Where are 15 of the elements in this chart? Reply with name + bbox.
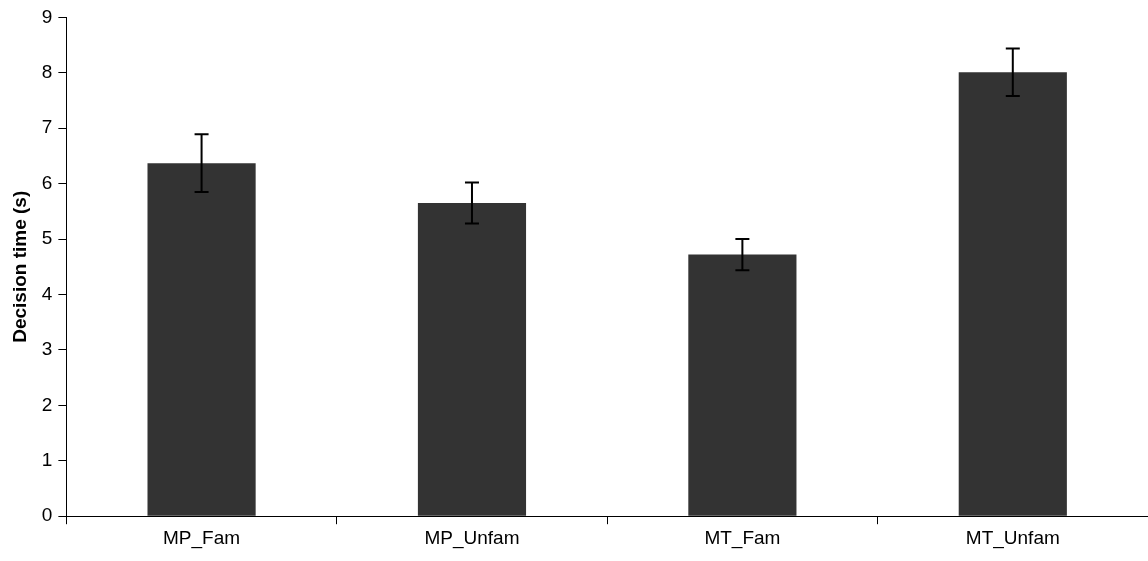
y-tick-label: 9 [41, 5, 53, 27]
y-tick-label: 0 [41, 504, 53, 526]
y-axis-title: Decision time (s) [8, 190, 30, 343]
y-tick-label: 7 [41, 116, 53, 138]
y-tick-label: 6 [41, 171, 53, 193]
x-tick-label: MT_Fam [704, 526, 781, 549]
x-tick-label: MP_Unfam [424, 526, 520, 549]
y-tick-label: 2 [41, 393, 53, 415]
x-tick-label: MT_Unfam [965, 526, 1060, 549]
x-tick-label: MP_Fam [163, 526, 241, 549]
y-tick-label: 5 [41, 227, 53, 249]
y-tick-label: 1 [41, 449, 53, 471]
y-tick-label: 8 [41, 61, 53, 83]
y-tick-label: 4 [41, 282, 53, 304]
y-tick-label: 3 [41, 338, 53, 360]
